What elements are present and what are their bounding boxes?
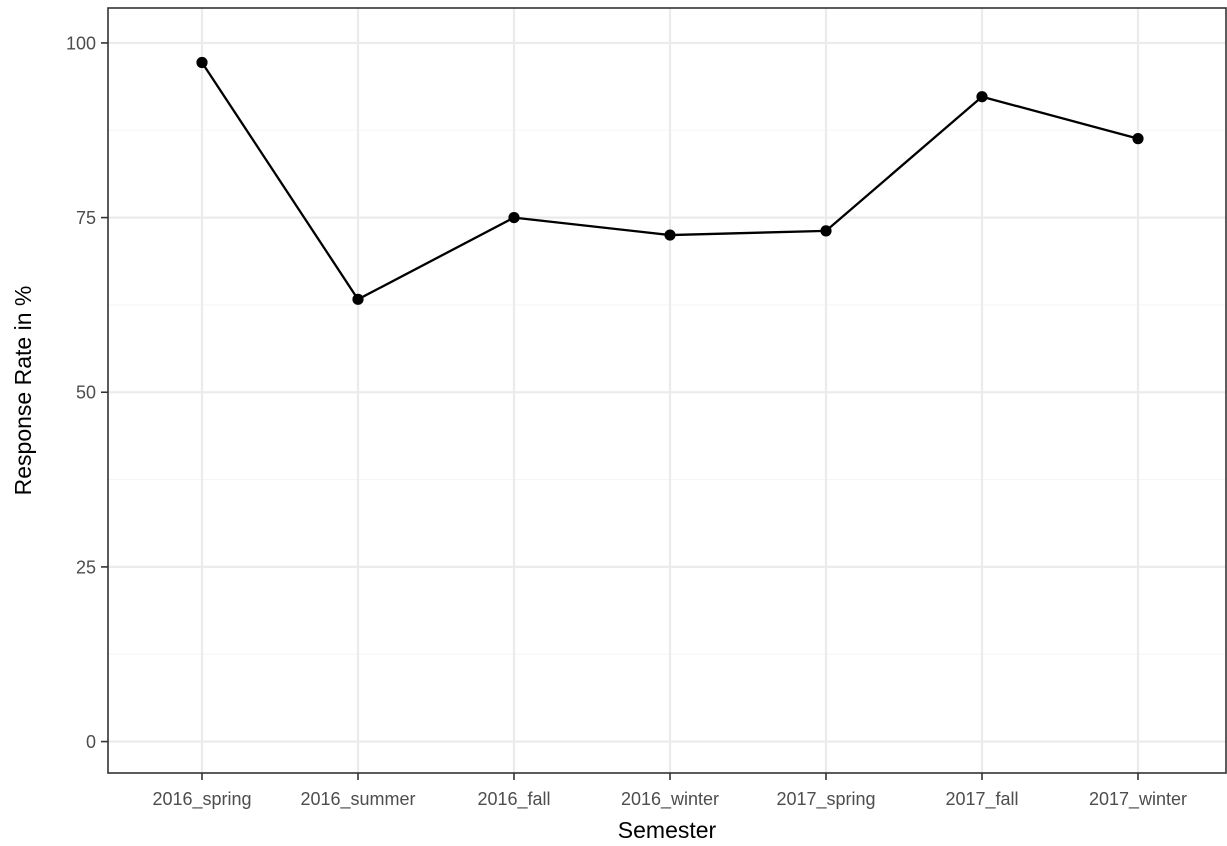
data-point: [976, 91, 988, 103]
y-tick-label: 75: [76, 208, 96, 228]
data-point: [508, 211, 520, 224]
x-tick-label: 2016_fall: [477, 789, 550, 810]
data-point: [820, 225, 832, 237]
x-tick-label: 2017_winter: [1089, 789, 1187, 810]
y-tick-label: 25: [76, 557, 96, 577]
data-point: [352, 293, 364, 305]
x-tick-label: 2016_spring: [152, 789, 251, 810]
y-tick-label: 0: [86, 732, 96, 752]
axis-layer: 0 25 50 75 100 2016_spring 2016_summer 2016_fal…: [66, 33, 1187, 810]
panel-border: [107, 7, 1227, 774]
series-layer: [196, 56, 1144, 305]
y-tick-label: 50: [76, 383, 96, 403]
x-tick-label: 2016_summer: [300, 789, 415, 810]
x-axis-title: Semester: [618, 817, 717, 843]
data-point: [664, 229, 676, 241]
x-tick-label: 2017_fall: [945, 789, 1018, 810]
data-point: [1132, 133, 1144, 145]
panel-background: [108, 8, 1226, 773]
y-axis-title: Response Rate in %: [10, 286, 36, 496]
x-tick-label: 2017_spring: [776, 789, 875, 810]
y-tick-label: 100: [66, 33, 96, 53]
data-point: [196, 56, 208, 69]
grid-layer: [108, 8, 1226, 773]
x-tick-label: 2016_winter: [621, 789, 719, 810]
